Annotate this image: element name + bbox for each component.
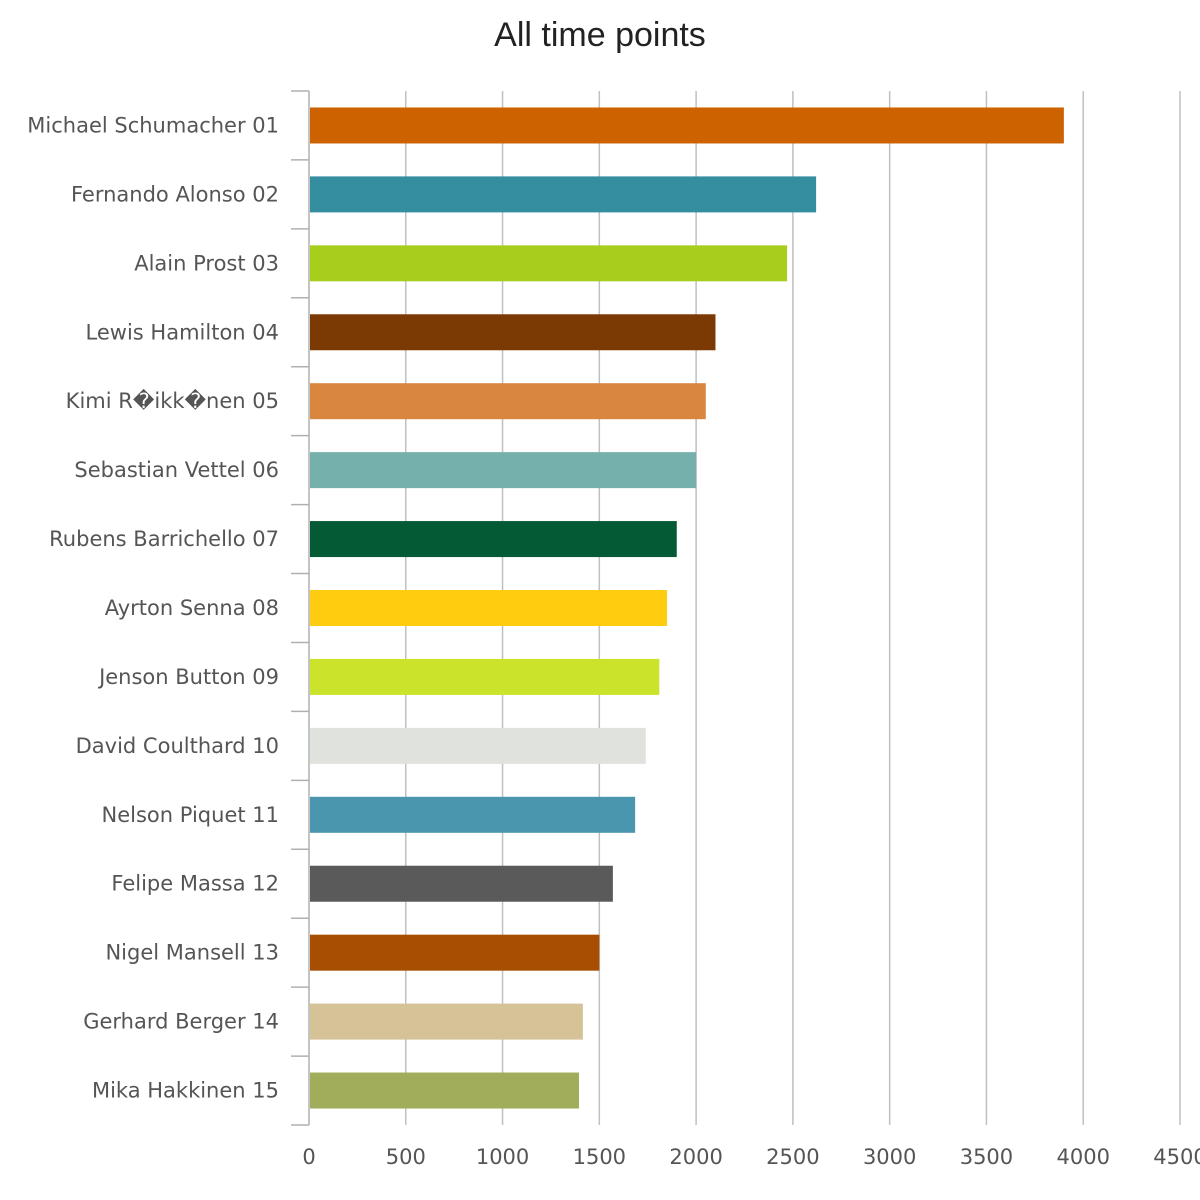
- category-label: Sebastian Vettel 06: [74, 458, 279, 482]
- bar: [310, 796, 636, 833]
- bar: [310, 727, 646, 764]
- bar: [310, 107, 1064, 144]
- category-label: Fernando Alonso 02: [71, 182, 279, 206]
- chart-title: All time points: [494, 16, 706, 54]
- category-label: Jenson Button 09: [97, 665, 279, 689]
- category-label: Nigel Mansell 13: [105, 941, 279, 965]
- x-tick-label: 3500: [960, 1145, 1013, 1169]
- category-label: Nelson Piquet 11: [102, 803, 279, 827]
- x-tick-label: 1000: [476, 1145, 529, 1169]
- bar: [310, 865, 613, 902]
- y-axis: [291, 90, 310, 1126]
- bar: [310, 1003, 583, 1040]
- category-label: Gerhard Berger 14: [83, 1010, 279, 1034]
- bar: [310, 658, 660, 695]
- x-tick-label: 4500: [1153, 1145, 1200, 1169]
- x-tick-labels: 0 500 1000 1500 2000 2500 3000 3500 4000 4500: [302, 1145, 1200, 1169]
- x-tick-label: 4000: [1056, 1145, 1109, 1169]
- bar: [310, 314, 716, 351]
- bars: [310, 107, 1064, 1109]
- category-label: Alain Prost 03: [134, 251, 279, 275]
- category-label: David Coulthard 10: [76, 734, 279, 758]
- x-tick-label: 1500: [573, 1145, 626, 1169]
- bar: [310, 590, 668, 626]
- bar: [310, 383, 706, 420]
- x-tick-label: 3000: [863, 1145, 916, 1169]
- category-label: Kimi R�ikk�nen 05: [66, 388, 279, 413]
- x-tick-label: 500: [386, 1145, 426, 1169]
- bar: [310, 934, 600, 971]
- category-label: Mika Hakkinen 15: [92, 1079, 279, 1103]
- bar: [310, 521, 677, 558]
- x-tick-label: 2500: [766, 1145, 819, 1169]
- category-label: Michael Schumacher 01: [27, 113, 279, 137]
- category-label: Ayrton Senna 08: [105, 596, 279, 620]
- category-label: Rubens Barrichello 07: [49, 527, 279, 551]
- bar: [310, 245, 788, 282]
- bar: [310, 176, 817, 213]
- category-label: Lewis Hamilton 04: [86, 320, 279, 344]
- bar: [310, 1072, 580, 1109]
- bar: [310, 452, 697, 489]
- x-tick-label: 0: [302, 1145, 315, 1169]
- category-label: Felipe Massa 12: [111, 872, 279, 896]
- x-tick-label: 2000: [669, 1145, 722, 1169]
- category-labels: Michael Schumacher 01 Fernando Alonso 02 A…: [27, 113, 279, 1102]
